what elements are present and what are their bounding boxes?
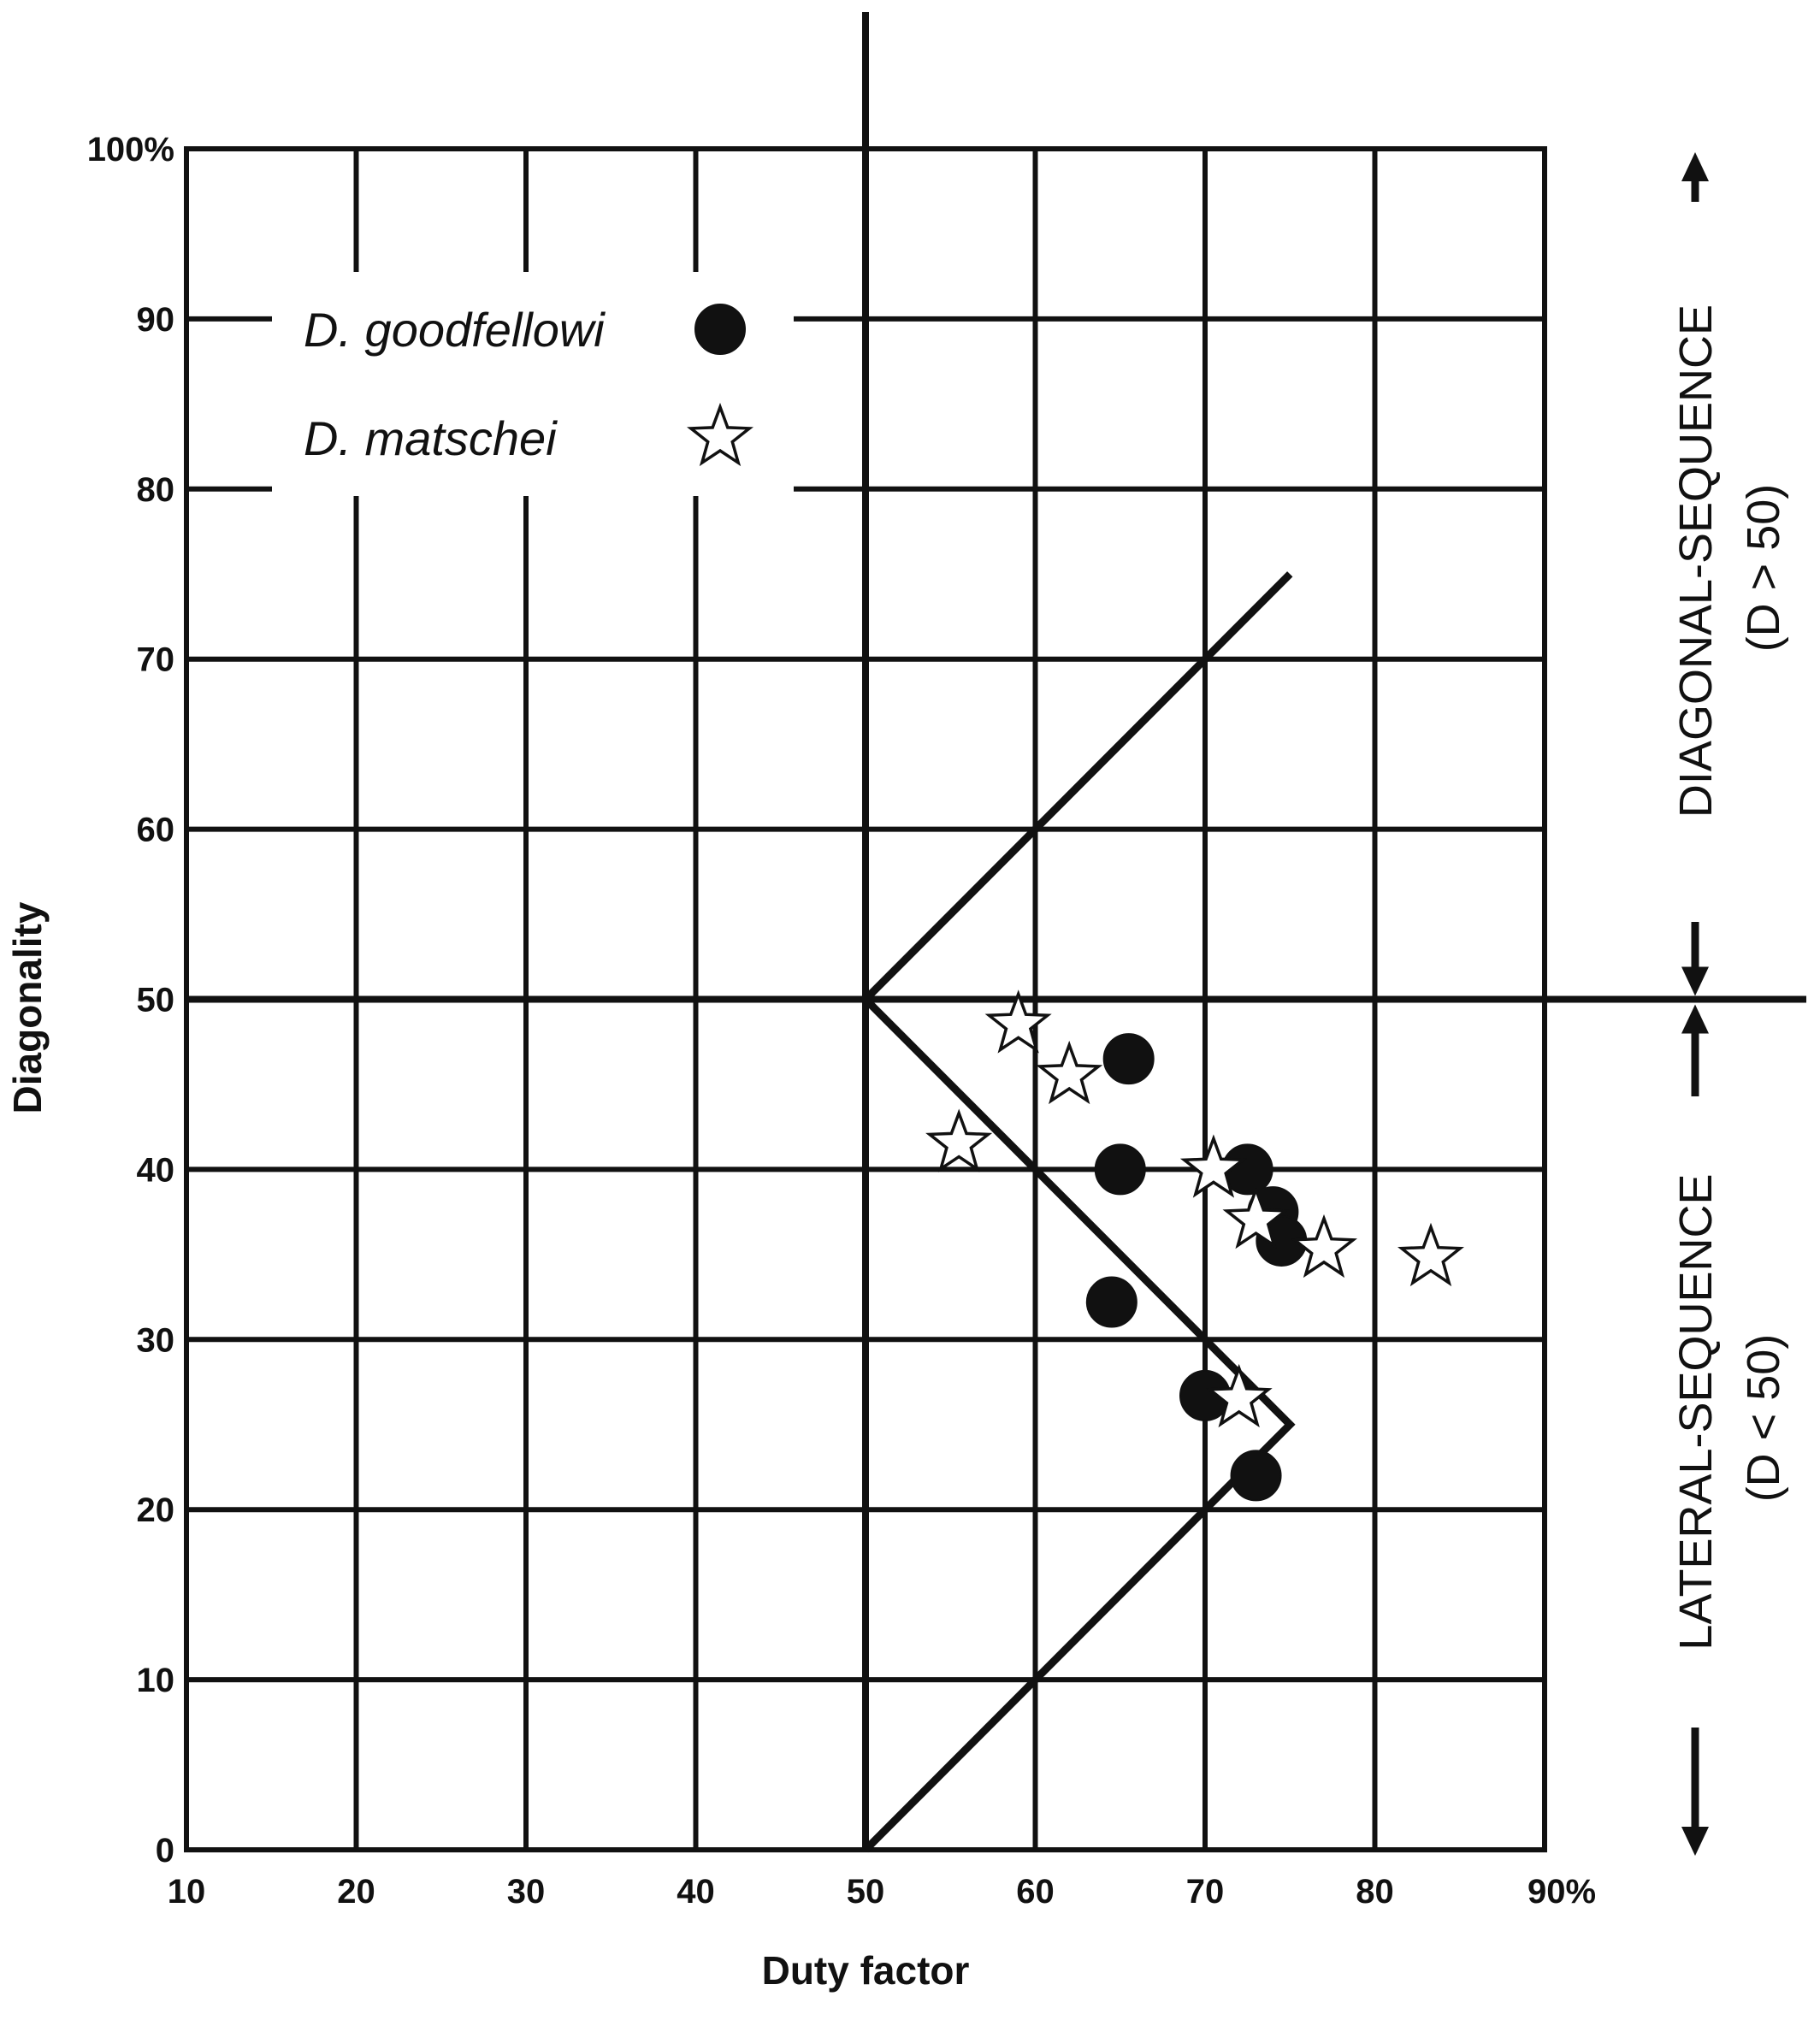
lateral-arrow-head-down	[1681, 1827, 1709, 1856]
legend-label-2: D. matschei	[304, 411, 558, 465]
series-1-point-2	[1094, 1143, 1146, 1196]
y-tick-label-30: 30	[137, 1321, 175, 1359]
x-tick-label-60: 60	[1016, 1873, 1055, 1911]
diagonal-arrow-head-down	[1681, 966, 1709, 996]
y-tick-label-80: 80	[137, 471, 175, 509]
y-tick-label-10: 10	[137, 1662, 175, 1699]
x-tick-label-30: 30	[507, 1873, 546, 1911]
series-1-point-6	[1085, 1276, 1138, 1328]
series-2-point-8	[1205, 1363, 1273, 1428]
y-tick-label-70: 70	[137, 641, 175, 679]
lateral-arrow-head-up	[1681, 1004, 1709, 1034]
x-tick-label-40: 40	[677, 1873, 715, 1911]
tick-labels: 0 10 20 30 40 50 60 70 80 90 100% 10 20 30 40 50 60 70 80 9…	[87, 131, 1596, 1911]
legend-marker-2	[686, 402, 754, 467]
y-tick-label-50: 50	[137, 982, 175, 1019]
x-tick-label-70: 70	[1186, 1873, 1225, 1911]
series-1-point-8	[1230, 1450, 1282, 1502]
x-tick-label-10: 10	[168, 1873, 206, 1911]
series-1-point-1	[1102, 1033, 1155, 1085]
series-2-point-5	[1222, 1185, 1290, 1249]
reference-lines	[186, 12, 1806, 1853]
x-axis-title: Duty factor	[762, 1948, 970, 1993]
y-tick-label-20: 20	[137, 1491, 175, 1529]
data-points	[925, 989, 1464, 1502]
series-2-point-3	[925, 1108, 993, 1172]
y-tick-label-100: 100%	[87, 131, 174, 168]
side-label-upper-sub: (D > 50)	[1738, 484, 1789, 653]
y-tick-label-60: 60	[137, 812, 175, 849]
series-2-point-6	[1290, 1214, 1358, 1279]
side-annotation: DIAGONAL-SEQUENCE (D > 50) LATERAL-SEQUENC…	[1670, 152, 1789, 1856]
side-label-lower: LATERAL-SEQUENCE	[1670, 1173, 1722, 1650]
zigzag-boundary-line	[860, 571, 1296, 1853]
legend-label-1: D. goodfellowi	[304, 303, 606, 357]
legend-marker-1	[694, 304, 746, 355]
x-tick-label-50: 50	[847, 1873, 885, 1911]
side-label-lower-sub: (D < 50)	[1738, 1334, 1789, 1503]
x-tick-label-20: 20	[337, 1873, 375, 1911]
y-tick-label-40: 40	[137, 1151, 175, 1189]
y-axis-title: Diagonality	[5, 901, 50, 1113]
y-tick-label-90: 90	[137, 301, 175, 339]
x-tick-label-80: 80	[1356, 1873, 1394, 1911]
series-2-point-4	[1179, 1134, 1248, 1198]
side-label-upper: DIAGONAL-SEQUENCE	[1670, 304, 1722, 818]
x-tick-label-90: 90%	[1528, 1873, 1596, 1911]
legend: D. goodfellowi D. matschei	[272, 272, 794, 496]
diagonal-arrow-head-up	[1681, 152, 1709, 181]
y-tick-label-0: 0	[156, 1832, 174, 1869]
series-2-point-2	[1036, 1040, 1103, 1105]
series-2-point-7	[1398, 1222, 1464, 1287]
series-2-point-1	[984, 989, 1052, 1054]
